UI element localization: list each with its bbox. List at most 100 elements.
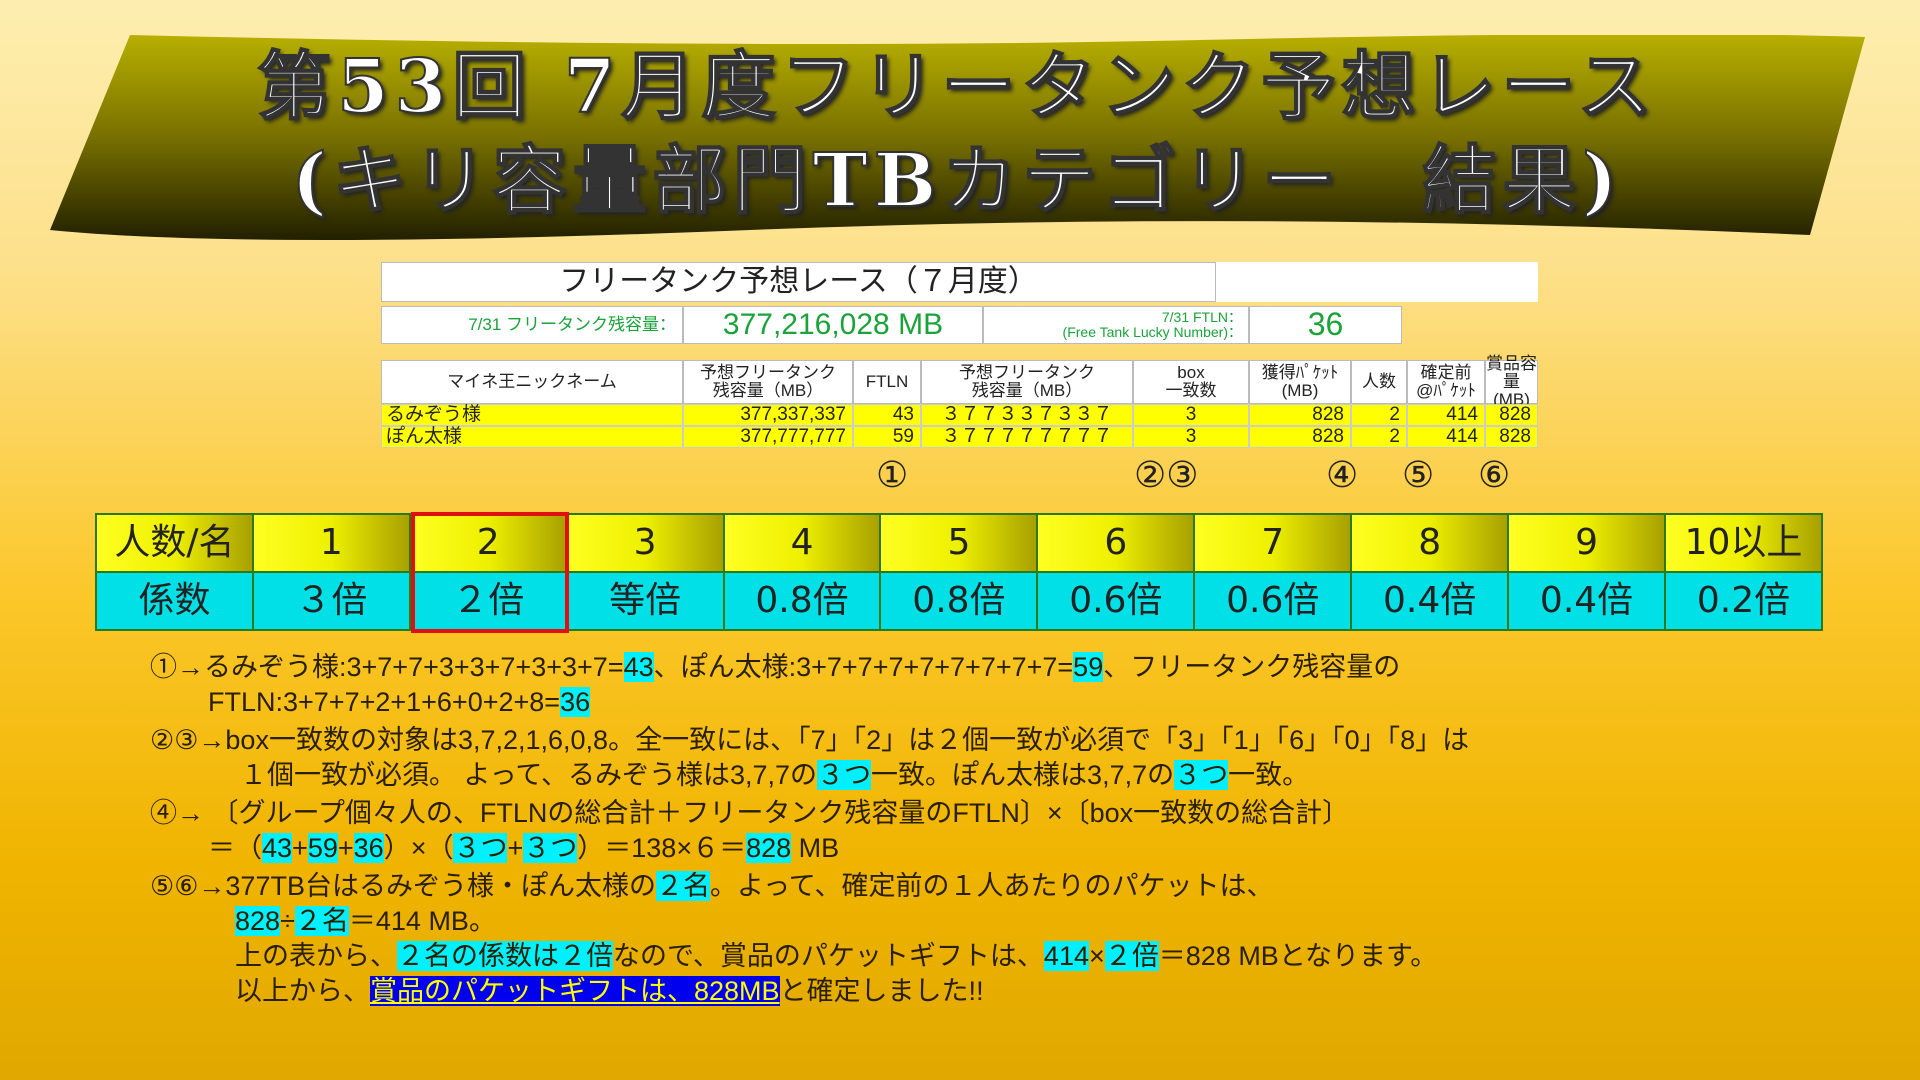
row-0-cell-1: 377,337,337: [683, 404, 853, 426]
coefficient-5: 0.8倍: [879, 571, 1039, 631]
sheet-right-blank: [1216, 262, 1538, 302]
coefficient-3: 等倍: [565, 571, 725, 631]
highlighted-text: 賞品のパケットギフトは、828MB: [370, 976, 780, 1006]
note-text: ＝（: [208, 833, 262, 863]
note-line-2: ②③→box一致数の対象は3,7,2,1,6,0,8。全一致には、「7」「2」は…: [150, 723, 1469, 758]
header-0: マイネ王ニックネーム: [381, 360, 683, 404]
note-text: ①→るみぞう様:3+7+7+3+3+7+3+3+7=: [150, 652, 624, 682]
row-1-cell-3: ３７７７７７７７７: [921, 426, 1133, 448]
row-0-cell-8: 828: [1485, 404, 1538, 426]
people-count-6: 6: [1036, 513, 1196, 573]
header-1: 予想フリータンク 残容量（MB）: [683, 360, 853, 404]
note-text: +: [507, 833, 524, 863]
highlighted-text: ２名: [655, 871, 710, 901]
coefficient-2: ２倍: [408, 571, 568, 631]
note-text: １個一致が必須。 よって、るみぞう様は3,7,7の: [240, 760, 818, 790]
people-count-3: 3: [565, 513, 725, 573]
coefficient-0: 係数: [95, 571, 254, 631]
highlighted-text: 43: [262, 833, 293, 863]
header-label: 予想フリータンク 残容量（MB）: [959, 363, 1095, 400]
coefficient-10: 0.2倍: [1664, 571, 1823, 631]
people-count-7: 7: [1193, 513, 1353, 573]
selected-column-highlight: [411, 512, 569, 633]
header-label: FTLN: [865, 372, 909, 392]
row-1-cell-8: 828: [1485, 426, 1538, 448]
highlighted-text: ３つ: [817, 760, 872, 790]
note-line-0: ①→るみぞう様:3+7+7+3+3+7+3+3+7=43、ぽん太様:3+7+7+…: [150, 650, 1469, 685]
note-line-3: １個一致が必須。 よって、るみぞう様は3,7,7の３つ一致。ぽん太様は3,7,7…: [150, 758, 1469, 793]
coefficient-7: 0.6倍: [1193, 571, 1353, 631]
row-0-cell-6: 2: [1351, 404, 1407, 426]
people-count-9: 9: [1507, 513, 1667, 573]
column-marker-2: ④: [1326, 455, 1359, 496]
header-5: 獲得ﾊﾟｹｯﾄ (MB): [1249, 360, 1351, 404]
row-1-cell-6: 2: [1351, 426, 1407, 448]
note-text: 、フリータンク残容量の: [1103, 652, 1401, 682]
note-text: MB: [791, 833, 840, 863]
row-1-cell-0: ぽん太様: [381, 426, 683, 448]
header-label: マイネ王ニックネーム: [447, 372, 617, 392]
people-count-4: 4: [722, 513, 882, 573]
note-text: 一致。: [1228, 760, 1310, 790]
explanation-notes: ①→るみぞう様:3+7+7+3+3+7+3+3+7=43、ぽん太様:3+7+7+…: [150, 650, 1469, 1009]
row-0-cell-5: 828: [1249, 404, 1351, 426]
remain-label: 7/31 フリータンク残容量：: [381, 306, 683, 344]
header-label: 確定前 @ﾊﾟｹｯﾄ: [1416, 363, 1476, 400]
column-marker-4: ⑥: [1478, 455, 1511, 496]
header-8: 賞品容量 (MB): [1485, 355, 1538, 408]
highlighted-text: ２名の係数は２倍: [397, 941, 613, 971]
row-1-cell-1: 377,777,777: [683, 426, 853, 448]
note-text: FTLN:3+7+7+2+1+6+0+2+8=: [208, 687, 561, 717]
coefficient-1: ３倍: [251, 571, 411, 631]
note-line-5: ＝（43+59+36）×（３つ+３つ）＝138×６＝828 MB: [150, 831, 1469, 866]
ftln-label-line2: (Free Tank Lucky Number)：: [1062, 324, 1242, 340]
row-0-cell-7: 414: [1407, 404, 1485, 426]
highlighted-text: 43: [623, 652, 654, 682]
people-count-0: 人数/名: [95, 513, 254, 573]
highlighted-text: 59: [307, 833, 338, 863]
note-text: 以上から、: [235, 976, 370, 1006]
coefficient-8: 0.4倍: [1350, 571, 1510, 631]
highlighted-text: ２倍: [1104, 941, 1159, 971]
note-text: 、ぽん太様:3+7+7+7+7+7+7+7+7=: [653, 652, 1074, 682]
row-1-cell-5: 828: [1249, 426, 1351, 448]
banner-title-line1: 第53回 7月度フリータンク予想レース: [256, 44, 1658, 130]
row-0-cell-2: 43: [853, 404, 921, 426]
sheet-title: フリータンク予想レース（７月度）: [381, 262, 1216, 302]
note-text: ⑤⑥→377TB台はるみぞう様・ぽん太様の: [150, 871, 656, 901]
highlighted-text: ２名: [294, 906, 349, 936]
note-text: ＝828 MBとなります。: [1158, 941, 1438, 971]
note-line-9: 以上から、賞品のパケットギフトは、828MBと確定しました!!: [150, 974, 1469, 1009]
header-label: 人数: [1362, 372, 1396, 392]
highlighted-text: 36: [353, 833, 384, 863]
ftln-label-line1: 7/31 FTLN：: [1161, 309, 1242, 326]
remain-value: 377,216,028 MB: [683, 306, 983, 344]
note-text: なので、賞品のパケットギフトは、: [613, 941, 1044, 971]
note-text: ×: [1088, 941, 1105, 971]
coefficient-4: 0.8倍: [722, 571, 882, 631]
column-marker-0: ①: [876, 455, 909, 496]
row-1-cell-4: 3: [1133, 426, 1249, 448]
header-label: box 一致数: [1165, 363, 1217, 400]
highlighted-text: 36: [560, 687, 591, 717]
row-1-cell-7: 414: [1407, 426, 1485, 448]
ftln-value: 36: [1249, 306, 1402, 344]
note-line-8: 上の表から、２名の係数は２倍なので、賞品のパケットギフトは、414×２倍＝828…: [150, 939, 1469, 974]
header-label: 獲得ﾊﾟｹｯﾄ (MB): [1261, 363, 1339, 400]
people-count-10: 10以上: [1664, 513, 1823, 573]
header-label: 賞品容量 (MB): [1486, 354, 1537, 409]
highlighted-text: 414: [1043, 941, 1089, 971]
header-6: 人数: [1351, 360, 1407, 404]
column-marker-3: ⑤: [1402, 455, 1435, 496]
note-text: +: [337, 833, 354, 863]
coefficient-6: 0.6倍: [1036, 571, 1196, 631]
note-text: +: [292, 833, 308, 863]
highlighted-text: ３つ: [453, 833, 508, 863]
result-sheet: フリータンク予想レース（７月度） 7/31 フリータンク残容量： 377,216,0…: [381, 262, 1538, 450]
row-0-cell-3: ３７７３３７３３７: [921, 404, 1133, 426]
note-text: ④→ 〔グループ個々人の、FTLNの総合計＋フリータンク残容量のFTLN〕×〔b…: [150, 798, 1350, 828]
note-line-1: FTLN:3+7+7+2+1+6+0+2+8=36: [150, 685, 1469, 720]
ftln-label: 7/31 FTLN： (Free Tank Lucky Number)：: [983, 306, 1249, 344]
banner-shape: [50, 35, 1865, 240]
note-text: ）×（: [383, 833, 454, 863]
